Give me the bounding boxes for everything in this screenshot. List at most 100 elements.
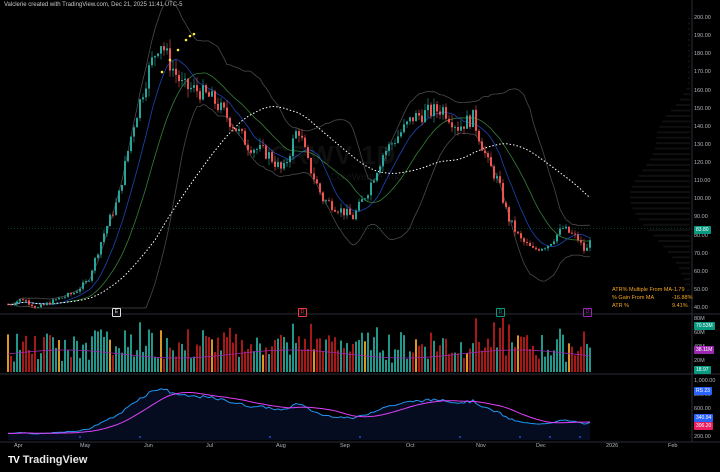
volume-bar [487,338,489,372]
volume-bar [70,357,72,372]
candle-body [355,210,357,220]
volume-bar [496,347,498,372]
candle-body [34,306,36,308]
candle-body [523,238,525,242]
volume-bar [565,361,567,372]
candle-body [28,300,30,305]
volume-profile-bar [688,299,690,302]
candle-body [40,304,42,308]
event-marker-icon[interactable]: D [583,308,592,317]
price-axis-label: 190.00 [694,33,711,40]
candle-body [361,199,363,202]
volume-profile-bar [638,218,690,221]
candle-body [85,281,87,283]
candle-body [511,220,513,222]
candle-body [571,232,573,234]
volume-bar [334,337,336,372]
candle-body [514,220,516,232]
candle-body [517,231,519,234]
candle-body [157,53,159,57]
candle-body [376,172,378,181]
candle-body [568,226,570,233]
event-marker-icon[interactable]: D [298,308,307,317]
volume-bar [298,336,300,372]
candle-body [487,153,489,158]
tradingview-brand[interactable]: TV TradingView [8,454,87,466]
event-marker-icon[interactable]: E [112,308,121,317]
candle-body [226,107,228,118]
volume-bar [232,342,234,372]
volume-bar [133,356,135,372]
candle-body [142,97,144,100]
candle-body [130,136,132,151]
volume-bar [292,323,294,372]
volume-bar [268,354,270,372]
volume-axis-label: 60M [694,330,705,336]
candle-body [373,180,375,183]
candle-body [94,257,96,271]
stat-label: ATR% Multiple From MA [612,287,673,293]
volume-bar [184,350,186,372]
volume-profile-bar [683,278,690,281]
volume-profile-bar [632,207,690,210]
time-axis-label: Jun [144,443,153,449]
volume-bar [544,356,546,372]
volume-bar [505,355,507,372]
candle-body [298,131,300,136]
volume-bar [589,347,591,372]
time-axis-label: 2026 [606,443,619,449]
ema-line [8,58,591,305]
stat-value: 9.41% [672,303,688,309]
volume-bar [25,335,27,372]
candle-body [589,240,591,248]
company-watermark: CoreWeave, Inc. [330,172,405,183]
volume-bar [40,353,42,372]
price-axis-label: 120.00 [694,160,711,166]
volume-bar [316,338,318,372]
candle-body [295,131,297,139]
candle-body [529,242,531,247]
candle-body [538,249,540,251]
volume-bar [388,334,390,372]
candle-body [292,138,294,157]
volume-bar [349,351,351,372]
candle-body [46,302,48,306]
event-marker-icon[interactable]: D [496,308,505,317]
volume-bar [370,350,372,372]
volume-bar [532,345,534,372]
volume-bar [175,356,177,372]
volume-bar [379,352,381,372]
volume-bar [373,337,375,372]
candle-body [88,280,90,282]
price-axis-label: 40.00 [694,305,708,311]
volume-profile-bar [670,109,690,112]
stat-label: ATR % [612,303,630,309]
volume-bar [217,337,219,372]
candle-body [22,299,24,301]
candle-body [70,292,72,295]
volume-bar [256,337,258,372]
volume-bar [559,328,561,372]
candle-body [124,161,126,185]
candle-body [31,304,33,307]
candle-body [415,113,417,122]
candle-body [280,162,282,169]
volume-bar [253,351,255,372]
rs-axis-label: 200.00 [694,434,711,440]
candle-body [382,155,384,167]
candle-body [580,240,582,243]
volume-bar [328,335,330,372]
price-axis-label: 200.00 [694,15,711,21]
volume-bar [7,334,9,372]
volume-bar [46,333,48,372]
candle-body [16,301,18,305]
candle-body [262,144,264,146]
volume-bar [136,350,138,372]
volume-bar [514,346,516,372]
volume-profile-bar [675,261,690,264]
candle-body [520,233,522,239]
volume-bar [289,354,291,372]
candle-body [148,65,150,89]
signal-dot [184,38,188,42]
